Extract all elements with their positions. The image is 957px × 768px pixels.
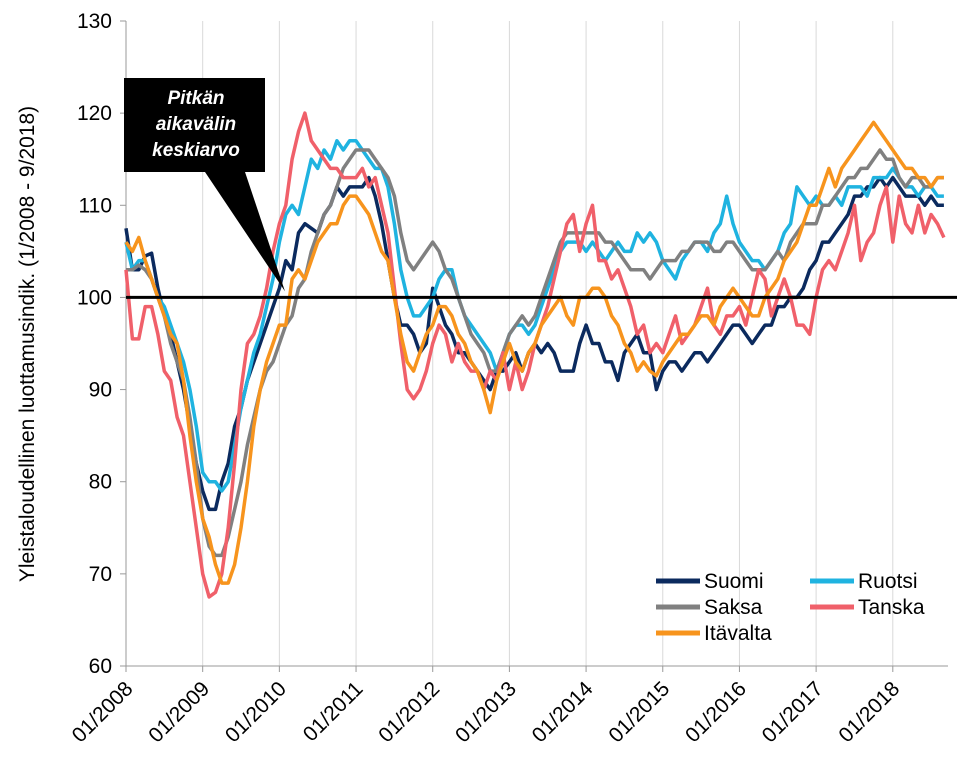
y-tick-label: 110: [79, 194, 112, 217]
annotation-text: Pitkän: [167, 88, 224, 109]
x-tick-label: 01/2017: [758, 677, 828, 747]
y-axis-label: Yleistaloudellinen luottamusindik. (1/20…: [16, 106, 39, 582]
x-tick-label: 01/2014: [528, 677, 598, 747]
y-tick-label: 80: [89, 471, 112, 494]
legend-label: Suomi: [704, 570, 764, 593]
x-tick-label: 01/2015: [604, 677, 674, 747]
y-tick-label: 130: [77, 10, 112, 33]
y-tick-label: 60: [89, 655, 112, 678]
annotation-text: keskiarvo: [152, 140, 240, 161]
y-tick-label: 100: [77, 286, 112, 309]
series-line: [124, 120, 944, 585]
x-tick-label: 01/2016: [681, 677, 751, 747]
legend-label: Ruotsi: [858, 570, 918, 593]
annotation-text: aikavälin: [156, 114, 236, 135]
x-tick-label: 01/2008: [68, 677, 138, 747]
x-tick-label: 01/2013: [451, 677, 521, 747]
y-tick-label: 120: [77, 102, 112, 125]
x-tick-label: 01/2012: [374, 677, 444, 747]
x-tick-label: 01/2009: [144, 677, 214, 747]
callout: [124, 78, 285, 292]
y-tick-label: 90: [89, 379, 112, 402]
legend-label: Itävalta: [704, 622, 772, 645]
legend-label: Saksa: [704, 596, 763, 619]
y-tick-label: 70: [89, 563, 112, 586]
x-tick-label: 01/2011: [299, 677, 368, 746]
legend-label: Tanska: [858, 596, 925, 619]
x-tick-label: 01/2010: [221, 677, 291, 747]
x-tick-label: 01/2018: [834, 677, 904, 747]
series-line: [124, 139, 944, 493]
